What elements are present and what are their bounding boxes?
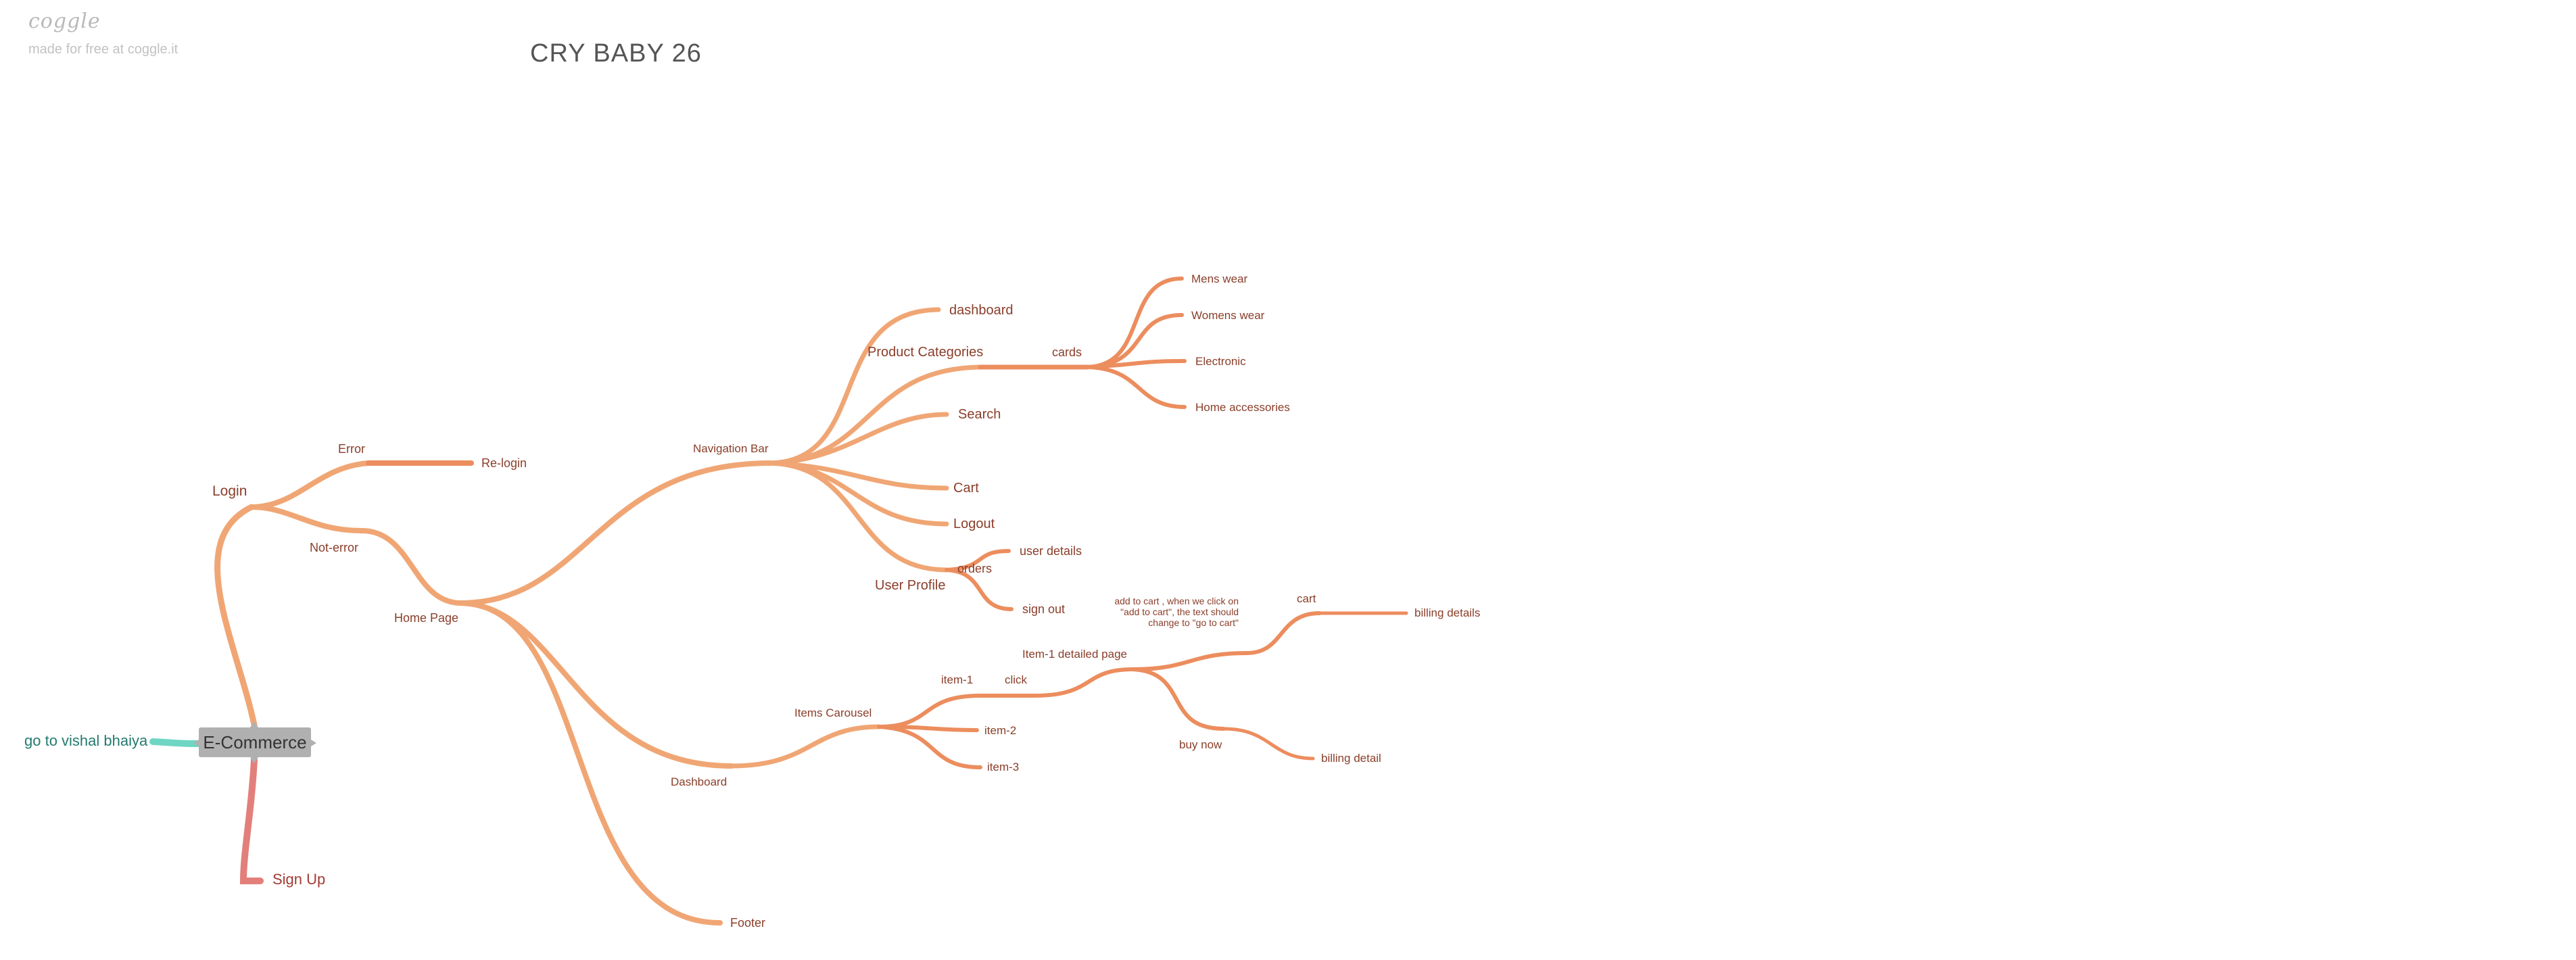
node-home-accessories[interactable]: Home accessories <box>1195 401 1290 414</box>
branch-detailed-addtocart <box>1131 651 1249 671</box>
branch-click-detailed <box>1032 667 1135 698</box>
branch-login-error <box>249 460 371 510</box>
node-product-categories[interactable]: Product Categories <box>867 345 984 360</box>
branch-userprofile-userdetails <box>945 549 1011 572</box>
coggle-credit[interactable]: made for free at coggle.it <box>28 42 178 57</box>
node-footer[interactable]: Footer <box>730 916 766 930</box>
branch-nav-dashboard <box>768 307 941 466</box>
branch-root-login <box>214 504 258 728</box>
node-item-3[interactable]: item-3 <box>987 761 1020 773</box>
node-go-to-vishal-bhaiya[interactable]: go to vishal bhaiya <box>24 732 148 749</box>
branch-cards-homeacc <box>1085 365 1187 409</box>
branch-login-noterror <box>249 504 364 533</box>
branch-home-nav <box>457 460 773 606</box>
node-sign-out[interactable]: sign out <box>1022 602 1066 616</box>
node-sign-up[interactable]: Sign Up <box>272 871 326 888</box>
root-bottom-nub <box>250 757 258 763</box>
node-cart[interactable]: cart <box>1297 592 1316 605</box>
branch-carousel-item3 <box>877 725 982 769</box>
node-item-1-detailed-page[interactable]: Item-1 detailed page <box>1022 648 1127 661</box>
node-user-details[interactable]: user details <box>1020 544 1082 558</box>
branch-home-footer <box>457 600 723 926</box>
branch-nav-search <box>768 412 949 466</box>
node-item-2[interactable]: item-2 <box>984 724 1017 737</box>
node-billing-detail[interactable]: billing detail <box>1321 752 1381 765</box>
branch-nav-productcat <box>768 364 983 466</box>
node-billing-details[interactable]: billing details <box>1414 606 1481 619</box>
branch-root-vishal <box>149 738 202 747</box>
node-search[interactable]: Search <box>958 407 1001 422</box>
node-login[interactable]: Login <box>212 483 247 499</box>
node-cards[interactable]: cards <box>1052 345 1082 359</box>
node-navigation-bar[interactable]: Navigation Bar <box>693 442 769 455</box>
branch-detailed-buynow <box>1131 667 1226 731</box>
node-items-carousel[interactable]: Items Carousel <box>794 706 872 719</box>
node-add-to-cart-note[interactable]: add to cart , when we click on "add to c… <box>1114 596 1239 628</box>
root-left-nub <box>193 740 199 746</box>
root-top-nub <box>250 721 258 727</box>
branch-addtocart-cart <box>1245 611 1322 655</box>
node-error[interactable]: Error <box>338 442 365 456</box>
node-logout[interactable]: Logout <box>953 517 995 531</box>
node-electronic[interactable]: Electronic <box>1195 355 1246 368</box>
node-home-page[interactable]: Home Page <box>394 611 459 625</box>
branch-carousel-item1 <box>877 694 982 729</box>
branch-root-signup <box>239 757 264 884</box>
node-mens-wear[interactable]: Mens wear <box>1191 272 1248 285</box>
node-user-profile[interactable]: User Profile <box>875 578 946 593</box>
branch-home-dashboard <box>457 600 734 769</box>
node-relogin[interactable]: Re-login <box>481 456 527 470</box>
node-womens-wear[interactable]: Womens wear <box>1191 309 1265 322</box>
node-dashboard-link[interactable]: dashboard <box>949 303 1013 318</box>
node-cart-nav[interactable]: Cart <box>953 481 979 496</box>
root-right-nub <box>311 740 316 746</box>
node-orders[interactable]: orders <box>957 562 993 575</box>
diagram-title: CRY BABY 26 <box>530 39 702 68</box>
branch-cards-electronic <box>1085 359 1187 369</box>
node-buy-now[interactable]: buy now <box>1179 738 1222 751</box>
branch-nav-userprofile <box>768 460 949 573</box>
branch-dashboard-carousel <box>729 724 882 769</box>
root-node-ecommerce[interactable]: E-Commerce <box>199 727 311 757</box>
branch-buynow-billing <box>1222 727 1315 761</box>
coggle-logo: coggle <box>28 9 101 33</box>
branch-userprofile-signout <box>945 568 1013 611</box>
branch-cards-mens <box>1085 277 1184 369</box>
node-dashboard[interactable]: Dashboard <box>671 775 728 788</box>
branch-noterror-home <box>359 528 462 606</box>
node-not-error[interactable]: Not-error <box>310 541 359 554</box>
node-click[interactable]: click <box>1005 673 1028 686</box>
node-item-1[interactable]: item-1 <box>941 673 974 686</box>
